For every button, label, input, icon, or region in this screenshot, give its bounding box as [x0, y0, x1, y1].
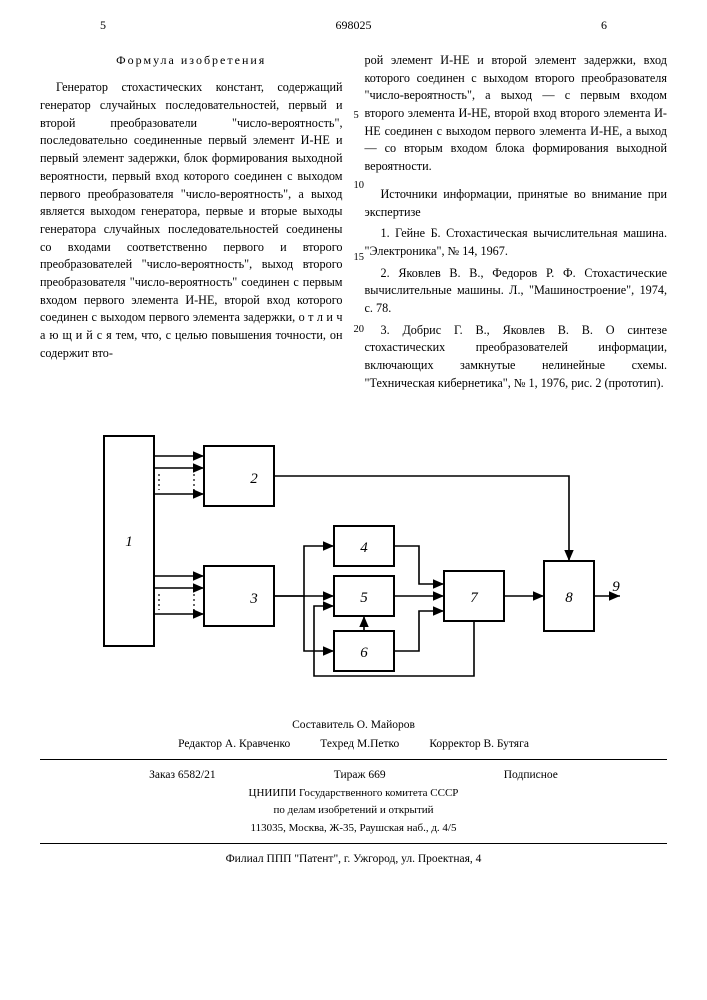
- text-columns: Формула изобретения Генератор стохастиче…: [40, 52, 667, 396]
- block-label: 5: [360, 590, 368, 606]
- sign: Подписное: [504, 766, 558, 784]
- diagram-svg: 1 2 3 4 5 6 7 8 9: [84, 416, 624, 696]
- line-marker: 10: [354, 180, 365, 191]
- org-line1: ЦНИИПИ Государственного комитета СССР: [40, 785, 667, 803]
- page-number-left: 5: [100, 18, 106, 33]
- right-column: рой элемент И-НЕ и второй элемент задерж…: [365, 52, 668, 396]
- block-label: 8: [565, 590, 573, 606]
- left-column: Формула изобретения Генератор стохастиче…: [40, 52, 343, 396]
- right-body: рой элемент И-НЕ и второй элемент задерж…: [365, 52, 668, 176]
- compiler-line: Составитель О. Майоров: [40, 716, 667, 734]
- block-label: 1: [125, 534, 133, 550]
- credits-block: Составитель О. Майоров Редактор А. Кравч…: [40, 716, 667, 868]
- line-marker: 20: [354, 324, 365, 335]
- references-title: Источники информации, принятые во вниман…: [365, 186, 668, 221]
- page-number-right: 6: [601, 18, 607, 33]
- tirazh: Тираж 669: [334, 766, 386, 784]
- page-header: 5 698025 6: [40, 18, 667, 42]
- formula-title: Формула изобретения: [40, 52, 343, 69]
- block-label: 2: [250, 471, 258, 487]
- order: Заказ 6582/21: [149, 766, 216, 784]
- block-diagram: 1 2 3 4 5 6 7 8 9: [84, 416, 624, 696]
- reference-item: 1. Гейне Б. Стохастическая вычислительна…: [365, 225, 668, 260]
- techred: Техред М.Петко: [320, 735, 399, 753]
- branch: Филиал ППП "Патент", г. Ужгород, ул. Про…: [40, 850, 667, 868]
- corrector: Корректор В. Бутяга: [429, 735, 529, 753]
- line-marker: 5: [354, 110, 359, 121]
- block-label: 3: [249, 591, 258, 607]
- document-number: 698025: [336, 18, 372, 33]
- editor: Редактор А. Кравченко: [178, 735, 290, 753]
- line-marker: 15: [354, 252, 365, 263]
- block-label: 6: [360, 645, 368, 661]
- left-body: Генератор стохастических констант, содер…: [40, 79, 343, 362]
- reference-item: 3. Добрис Г. В., Яковлев В. В. О синтезе…: [365, 322, 668, 393]
- address: 113035, Москва, Ж-35, Раушская наб., д. …: [40, 820, 667, 838]
- output-label: 9: [612, 579, 620, 595]
- org-line2: по делам изобретений и открытий: [40, 802, 667, 820]
- block-label: 4: [360, 540, 368, 556]
- reference-item: 2. Яковлев В. В., Федоров Р. Ф. Стохасти…: [365, 265, 668, 318]
- block-label: 7: [470, 590, 479, 606]
